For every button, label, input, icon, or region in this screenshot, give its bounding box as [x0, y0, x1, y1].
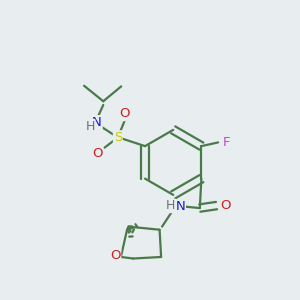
Text: H: H — [166, 200, 175, 212]
Text: O: O — [119, 107, 130, 120]
Text: O: O — [92, 147, 103, 160]
Text: N: N — [92, 116, 102, 129]
Text: O: O — [110, 249, 121, 262]
Text: N: N — [176, 200, 185, 213]
Text: S: S — [114, 131, 122, 144]
Text: F: F — [222, 136, 230, 149]
Text: H: H — [85, 119, 94, 133]
Text: O: O — [220, 199, 231, 212]
